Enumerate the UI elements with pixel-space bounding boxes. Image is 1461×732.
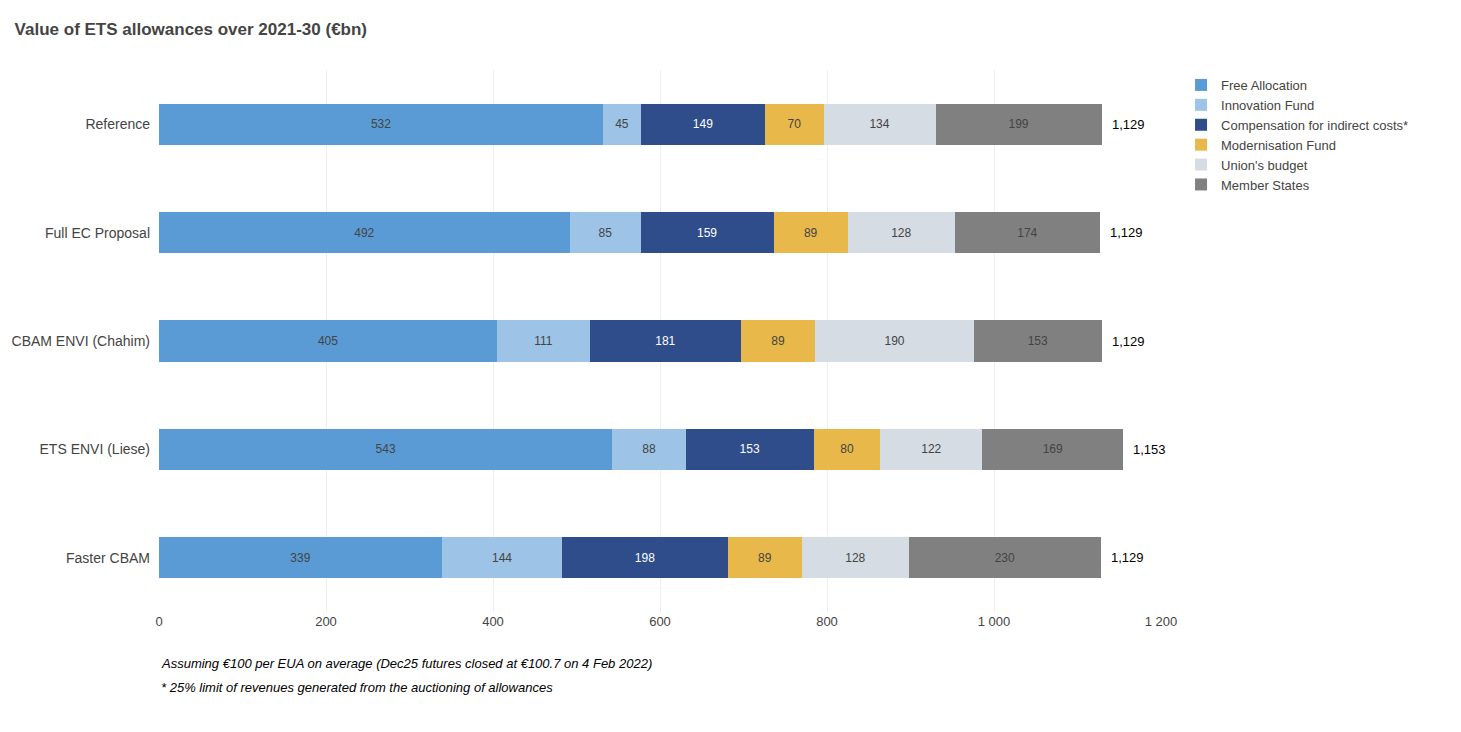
svg-text:169: 169 xyxy=(1043,442,1063,456)
svg-text:128: 128 xyxy=(845,551,865,565)
svg-text:0: 0 xyxy=(155,614,162,629)
svg-text:181: 181 xyxy=(655,334,675,348)
svg-text:200: 200 xyxy=(315,614,337,629)
svg-text:Free Allocation: Free Allocation xyxy=(1221,78,1307,93)
svg-text:Modernisation Fund: Modernisation Fund xyxy=(1221,138,1336,153)
svg-text:153: 153 xyxy=(1028,334,1048,348)
svg-text:1,129: 1,129 xyxy=(1110,225,1143,240)
svg-text:CBAM ENVI (Chahim): CBAM ENVI (Chahim) xyxy=(12,333,150,349)
svg-text:144: 144 xyxy=(492,551,512,565)
svg-text:1,129: 1,129 xyxy=(1111,550,1144,565)
svg-text:ETS ENVI (Liese): ETS ENVI (Liese) xyxy=(40,441,150,457)
svg-text:600: 600 xyxy=(649,614,671,629)
svg-text:1,129: 1,129 xyxy=(1112,334,1145,349)
svg-text:122: 122 xyxy=(921,442,941,456)
svg-text:Union's budget: Union's budget xyxy=(1221,158,1308,173)
svg-text:400: 400 xyxy=(482,614,504,629)
svg-text:230: 230 xyxy=(995,551,1015,565)
svg-text:* 25% limit of revenues genera: * 25% limit of revenues generated from t… xyxy=(161,680,553,695)
svg-text:543: 543 xyxy=(376,442,396,456)
svg-text:Assuming €100 per EUA on avera: Assuming €100 per EUA on average (Dec25 … xyxy=(161,656,652,671)
svg-text:1,153: 1,153 xyxy=(1133,442,1166,457)
svg-text:Full EC Proposal: Full EC Proposal xyxy=(45,225,150,241)
svg-text:45: 45 xyxy=(615,117,629,131)
svg-text:Value of ETS allowances over 2: Value of ETS allowances over 2021-30 (€b… xyxy=(15,20,367,39)
svg-text:532: 532 xyxy=(371,117,391,131)
svg-text:88: 88 xyxy=(642,442,656,456)
svg-text:1 000: 1 000 xyxy=(978,614,1011,629)
svg-text:174: 174 xyxy=(1017,226,1037,240)
svg-text:Reference: Reference xyxy=(85,116,150,132)
svg-text:Member States: Member States xyxy=(1221,178,1310,193)
svg-text:190: 190 xyxy=(884,334,904,348)
svg-text:153: 153 xyxy=(740,442,760,456)
svg-text:89: 89 xyxy=(804,226,818,240)
svg-text:89: 89 xyxy=(758,551,772,565)
svg-text:Compensation for indirect cost: Compensation for indirect costs* xyxy=(1221,118,1408,133)
svg-text:70: 70 xyxy=(788,117,802,131)
svg-text:Innovation Fund: Innovation Fund xyxy=(1221,98,1314,113)
svg-text:85: 85 xyxy=(598,226,612,240)
svg-text:492: 492 xyxy=(354,226,374,240)
svg-text:1 200: 1 200 xyxy=(1145,614,1178,629)
svg-text:198: 198 xyxy=(635,551,655,565)
svg-text:149: 149 xyxy=(693,117,713,131)
svg-text:134: 134 xyxy=(869,117,889,131)
svg-text:111: 111 xyxy=(534,334,553,348)
svg-text:800: 800 xyxy=(816,614,838,629)
svg-text:89: 89 xyxy=(771,334,785,348)
svg-text:339: 339 xyxy=(290,551,310,565)
svg-text:Faster CBAM: Faster CBAM xyxy=(66,550,150,566)
svg-text:128: 128 xyxy=(891,226,911,240)
svg-text:159: 159 xyxy=(697,226,717,240)
svg-text:199: 199 xyxy=(1008,117,1028,131)
svg-text:405: 405 xyxy=(318,334,338,348)
svg-text:1,129: 1,129 xyxy=(1112,117,1145,132)
svg-text:80: 80 xyxy=(840,442,854,456)
